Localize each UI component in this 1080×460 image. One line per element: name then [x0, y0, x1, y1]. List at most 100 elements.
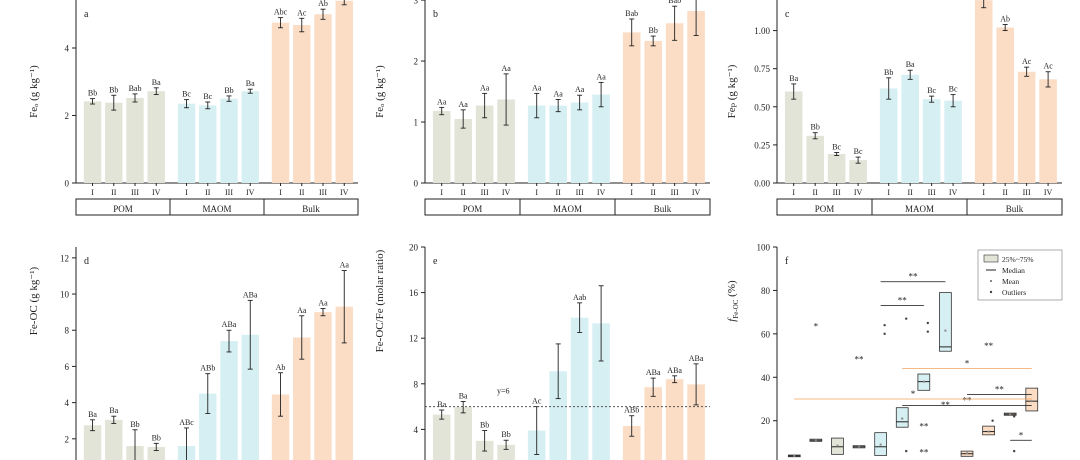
- significance-mark: *: [965, 359, 970, 369]
- x-tick-label: II: [556, 188, 562, 197]
- y-axis-label: Feₒ (g kg⁻¹): [374, 65, 386, 118]
- y-tick-label: 0: [65, 179, 70, 189]
- group-label: Bulk: [302, 204, 320, 214]
- bar: [592, 94, 610, 183]
- significance-mark: **: [984, 341, 994, 351]
- y-tick-label: 100: [757, 243, 771, 253]
- y-tick-label: 0: [414, 179, 419, 189]
- y-tick-label: 10: [60, 290, 70, 300]
- outlier-point: [883, 332, 886, 336]
- sig-letter: Ba: [152, 78, 161, 87]
- outlier-point: [905, 449, 908, 453]
- bar: [293, 25, 311, 183]
- bar: [147, 91, 165, 183]
- sig-letter: Bb: [224, 86, 233, 95]
- y-axis-label: fFe-OC (%): [726, 280, 740, 322]
- panel-e: 4 8 12 16 20 Fe-OC/Fe (molar ratio) e Ba Ba Bb Bb A…: [374, 243, 710, 460]
- bar: [293, 337, 311, 460]
- sig-letter: Bb: [649, 26, 658, 35]
- outlier-point: [905, 317, 908, 320]
- x-tick-label: I: [792, 188, 795, 197]
- x-tick-label: I: [91, 188, 94, 197]
- box-mean: [836, 444, 839, 447]
- sig-letter: Ba: [109, 406, 118, 415]
- x-tick-label: I: [630, 188, 633, 197]
- bar: [475, 105, 494, 183]
- y-tick-label: 40: [761, 373, 771, 383]
- group-label: MAOM: [553, 204, 582, 214]
- sig-letter: Ab: [318, 0, 328, 8]
- x-tick-label: I: [887, 188, 890, 197]
- box-mean: [1030, 400, 1033, 403]
- bar: [879, 88, 898, 183]
- sig-letter: ABc: [179, 418, 194, 427]
- sig-letter: Aa: [554, 89, 564, 98]
- significance-mark: **: [995, 385, 1005, 395]
- sig-letter: Abc: [274, 8, 288, 17]
- y-tick-label: 20: [761, 416, 771, 426]
- bar: [83, 425, 102, 460]
- y-tick-label: 16: [409, 288, 419, 298]
- legend-item: 25%~75%: [1002, 255, 1034, 264]
- y-tick-label: 0.75: [754, 64, 770, 74]
- significance-mark: **: [963, 396, 973, 406]
- sig-letter: Aa: [532, 83, 542, 92]
- x-tick-label: III: [131, 188, 139, 197]
- bar: [335, 0, 353, 183]
- box-mean: [814, 439, 817, 442]
- bar: [432, 414, 451, 460]
- bar: [105, 419, 123, 460]
- sig-letter: Bb: [884, 68, 893, 77]
- legend-mean-swatch: [990, 280, 992, 282]
- sig-letter: Ac: [532, 397, 542, 406]
- box-mean: [793, 454, 796, 457]
- bar: [335, 306, 353, 460]
- bar: [527, 105, 546, 183]
- group-label: POM: [463, 204, 483, 214]
- bar: [827, 154, 846, 183]
- bar: [271, 22, 290, 183]
- x-tick-label: I: [535, 188, 538, 197]
- y-tick-label: 6: [65, 362, 70, 372]
- y-axis-label: Feₒ (g kg⁻¹): [28, 65, 40, 118]
- bar: [105, 102, 123, 183]
- y-tick-label: 4: [65, 398, 70, 408]
- outlier-point: [991, 419, 994, 422]
- significance-mark: **: [941, 400, 951, 410]
- bar: [944, 100, 962, 183]
- bar: [592, 323, 610, 460]
- sig-letter: ABa: [243, 290, 258, 299]
- sig-letter: ABb: [624, 406, 639, 415]
- y-axis-label: Fe-OC (g kg⁻¹): [28, 266, 40, 335]
- bar: [220, 341, 238, 460]
- panel-letter: d: [84, 256, 89, 267]
- x-tick-label: III: [576, 188, 584, 197]
- x-tick-label: IV: [340, 188, 349, 197]
- panel-f: 020406080100fFe-OC (%)f*****************…: [726, 243, 1063, 460]
- bar: [644, 387, 662, 460]
- sig-letter: Ba: [88, 410, 97, 419]
- bar: [806, 135, 824, 183]
- box-mean: [879, 443, 882, 446]
- box-mean: [858, 445, 861, 448]
- y-tick-label: 2: [414, 57, 419, 67]
- bar: [241, 91, 259, 183]
- sig-letter: Bb: [152, 433, 161, 442]
- sig-letter: ABa: [646, 368, 661, 377]
- sig-letter: Aa: [318, 299, 328, 308]
- group-label: Bulk: [654, 204, 672, 214]
- bar: [497, 99, 515, 183]
- y-axis-label: Feₚ (g kg⁻¹): [726, 64, 738, 118]
- sig-letter: Bb: [811, 123, 820, 132]
- bar: [241, 334, 259, 460]
- outlier-point: [1012, 415, 1016, 418]
- sig-letter: Bc: [203, 92, 212, 101]
- bar: [687, 384, 705, 460]
- bar: [1017, 71, 1036, 183]
- significance-mark: *: [911, 389, 916, 399]
- bar: [922, 99, 941, 183]
- panel-d: 2 4 6 8 10 12 Fe-OC (g kg⁻¹) d Ba Ba Bb Bb ABc ABb ABa…: [28, 247, 353, 460]
- box: [982, 425, 995, 436]
